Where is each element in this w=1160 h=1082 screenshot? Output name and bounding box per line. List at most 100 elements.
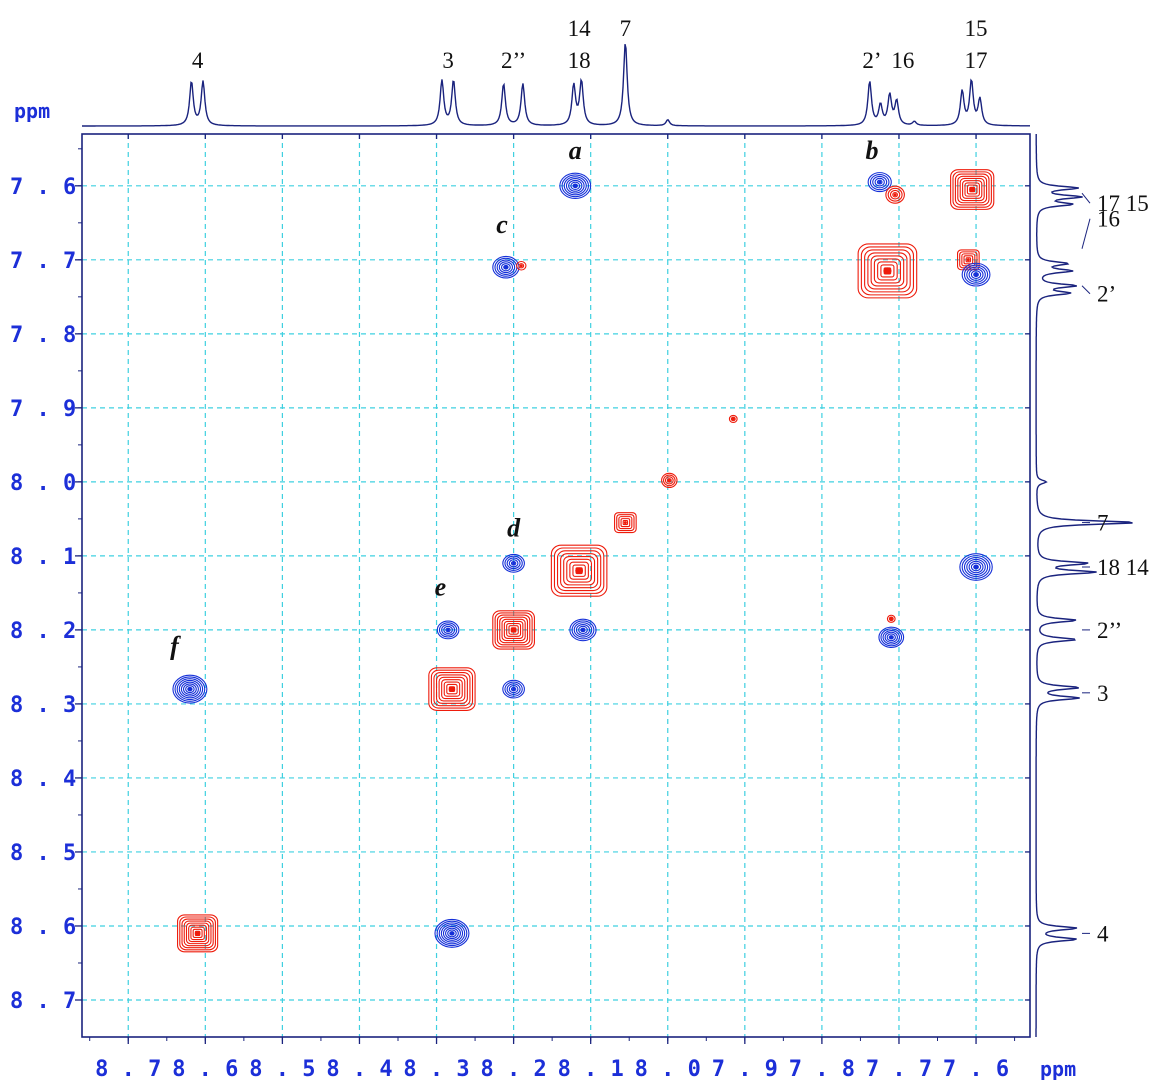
crosspeak-positive bbox=[614, 512, 637, 534]
contour-level bbox=[961, 262, 991, 287]
contour-level bbox=[966, 184, 978, 195]
contour-level bbox=[438, 622, 458, 638]
contour-level bbox=[443, 625, 453, 634]
contour-level bbox=[508, 625, 519, 635]
contour-level bbox=[188, 924, 208, 943]
x-tick-label: 8 . 5 bbox=[249, 1057, 315, 1082]
contour-core bbox=[512, 561, 516, 565]
contour-core bbox=[446, 628, 450, 632]
contour-level bbox=[573, 622, 593, 638]
contour-level bbox=[575, 623, 591, 636]
contour-level bbox=[178, 679, 202, 699]
contour-core bbox=[575, 567, 584, 575]
contour-core bbox=[581, 628, 585, 632]
top-peak-label: 18 bbox=[568, 48, 591, 73]
contour-core bbox=[510, 627, 517, 633]
contour-core bbox=[519, 264, 523, 268]
contour-level bbox=[499, 616, 529, 644]
top-peak-label: 2’ bbox=[862, 48, 881, 73]
contour-core bbox=[504, 265, 508, 269]
side-peak-label: 2’ bbox=[1097, 282, 1116, 307]
contour-level bbox=[560, 553, 599, 589]
contour-level bbox=[494, 612, 533, 648]
contour-level bbox=[440, 924, 464, 943]
side-leader-line bbox=[1081, 192, 1091, 204]
contour-core bbox=[449, 931, 455, 936]
contour-level bbox=[550, 544, 608, 597]
contour-level bbox=[506, 557, 521, 570]
x-tick-label: 8 . 1 bbox=[558, 1057, 624, 1082]
contour-level bbox=[968, 560, 984, 574]
contour-level bbox=[857, 243, 918, 299]
contour-level bbox=[965, 257, 972, 263]
contour-level bbox=[442, 925, 461, 941]
y-tick-label: 7 . 7 bbox=[10, 249, 76, 274]
crosspeak-negative bbox=[959, 553, 993, 581]
contour-level bbox=[492, 610, 535, 650]
contour-level bbox=[190, 926, 205, 941]
contour-core bbox=[889, 635, 893, 639]
side-peak-label: 4 bbox=[1097, 921, 1109, 946]
crosspeak-positive bbox=[550, 544, 608, 597]
contour-level bbox=[962, 180, 983, 199]
contour-level bbox=[508, 685, 519, 694]
contour-level bbox=[504, 681, 523, 697]
crosspeak-negative bbox=[502, 679, 525, 699]
contour-level bbox=[886, 633, 896, 642]
contour-level bbox=[885, 185, 905, 204]
y-tick-label: 8 . 6 bbox=[10, 915, 76, 940]
side-1d-projection bbox=[1035, 134, 1133, 1037]
side-peak-label: 7 bbox=[1097, 511, 1109, 536]
contour-core bbox=[974, 272, 978, 277]
crosspeak-negative bbox=[559, 172, 592, 200]
side-leader-line bbox=[1081, 218, 1091, 249]
contour-level bbox=[877, 261, 898, 281]
contour-level bbox=[445, 927, 459, 940]
contour-level bbox=[501, 618, 526, 642]
top-1d-projection bbox=[82, 43, 1030, 127]
crosspeaks bbox=[172, 169, 995, 953]
crosspeak-positive bbox=[950, 169, 995, 210]
x-tick-label: 7 . 9 bbox=[712, 1057, 778, 1082]
crosspeak-negative bbox=[434, 918, 470, 948]
contour-level bbox=[516, 260, 527, 271]
contour-level bbox=[559, 172, 592, 200]
contour-level bbox=[578, 625, 588, 635]
contour-level bbox=[892, 192, 898, 198]
contour-core bbox=[194, 930, 201, 936]
y-tick-label: 7 . 8 bbox=[10, 323, 76, 348]
crosspeak-positive bbox=[661, 472, 678, 489]
crosspeak-positive bbox=[428, 667, 476, 711]
contour-core bbox=[889, 617, 893, 621]
contour-level bbox=[502, 679, 525, 699]
contour-level bbox=[568, 179, 583, 192]
side-peak-label: 16 bbox=[1097, 207, 1120, 232]
side-leader-line bbox=[1081, 285, 1091, 295]
contour-level bbox=[963, 264, 989, 285]
crosspeak-positive bbox=[886, 614, 896, 623]
contour-level bbox=[447, 929, 457, 938]
top-peak-label: 2’’ bbox=[501, 48, 526, 73]
contour-level bbox=[510, 686, 517, 692]
side-peak-label: 17 15 bbox=[1097, 191, 1149, 216]
y-tick-label: 8 . 4 bbox=[10, 767, 76, 792]
y-tick-label: 8 . 3 bbox=[10, 693, 76, 718]
contour-level bbox=[569, 561, 589, 580]
contour-level bbox=[864, 249, 911, 293]
contour-level bbox=[860, 246, 914, 296]
top-peak-label: 4 bbox=[192, 48, 204, 73]
crosspeak-negative bbox=[172, 674, 208, 704]
contour-level bbox=[553, 547, 605, 594]
contour-core bbox=[667, 478, 671, 482]
contour-level bbox=[952, 171, 992, 208]
contour-level bbox=[192, 928, 203, 939]
crosspeak-label: b bbox=[866, 136, 879, 165]
contour-level bbox=[616, 514, 635, 532]
crosspeak-label: c bbox=[496, 210, 508, 239]
contour-level bbox=[569, 618, 597, 642]
contour-level bbox=[950, 169, 995, 210]
top-ppm-label: ppm bbox=[14, 99, 50, 123]
x-tick-label: 7 . 6 bbox=[943, 1057, 1009, 1082]
contour-level bbox=[618, 516, 633, 530]
